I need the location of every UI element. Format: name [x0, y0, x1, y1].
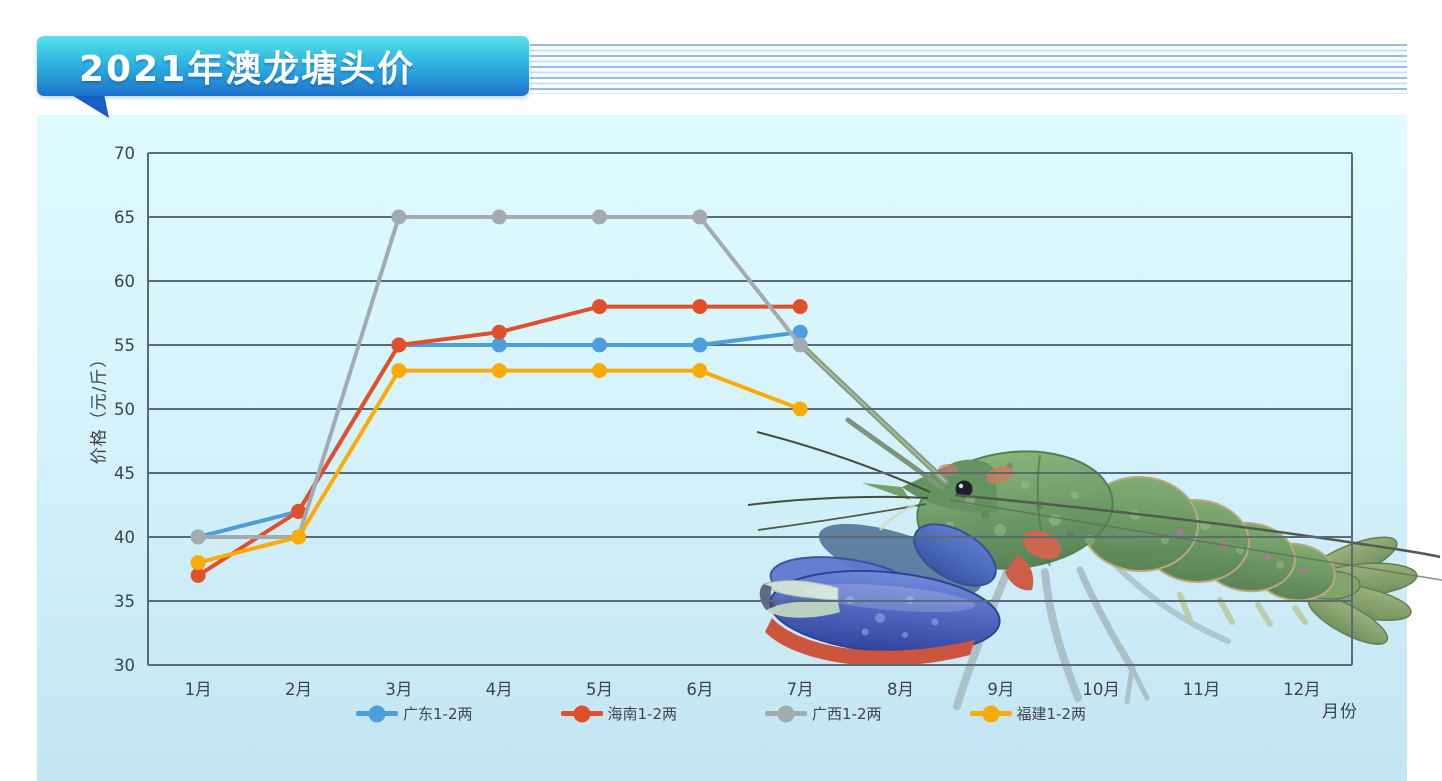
page-title: 2021年澳龙塘头价: [79, 49, 416, 90]
legend-item: 福建1-2两: [969, 703, 1087, 724]
legend-item: 海南1-2两: [560, 703, 678, 724]
x-axis-title: 月份: [1322, 702, 1358, 722]
legend-label: 广西1-2两: [812, 705, 882, 723]
legend-label: 福建1-2两: [1016, 705, 1087, 723]
banner-tail-decoration: [70, 94, 109, 118]
legend-marker: [765, 705, 807, 722]
legend-marker: [356, 705, 398, 722]
content-panel: [37, 115, 1407, 781]
legend-marker: [560, 705, 603, 722]
legend-item: 广西1-2两: [765, 703, 882, 724]
decor-pinstripes: [530, 44, 1407, 94]
legend-marker: [969, 705, 1012, 722]
y-axis-title: 价格（元/斤）: [89, 349, 110, 465]
legend-label: 广东1-2两: [403, 705, 473, 723]
legend-item: 广东1-2两: [356, 703, 473, 724]
title-banner: 2021年澳龙塘头价: [37, 36, 529, 96]
legend-label: 海南1-2两: [607, 705, 678, 723]
chart-legend: 广东1-2两 海南1-2两 广西1-2两 福建1-2两: [356, 703, 1086, 724]
